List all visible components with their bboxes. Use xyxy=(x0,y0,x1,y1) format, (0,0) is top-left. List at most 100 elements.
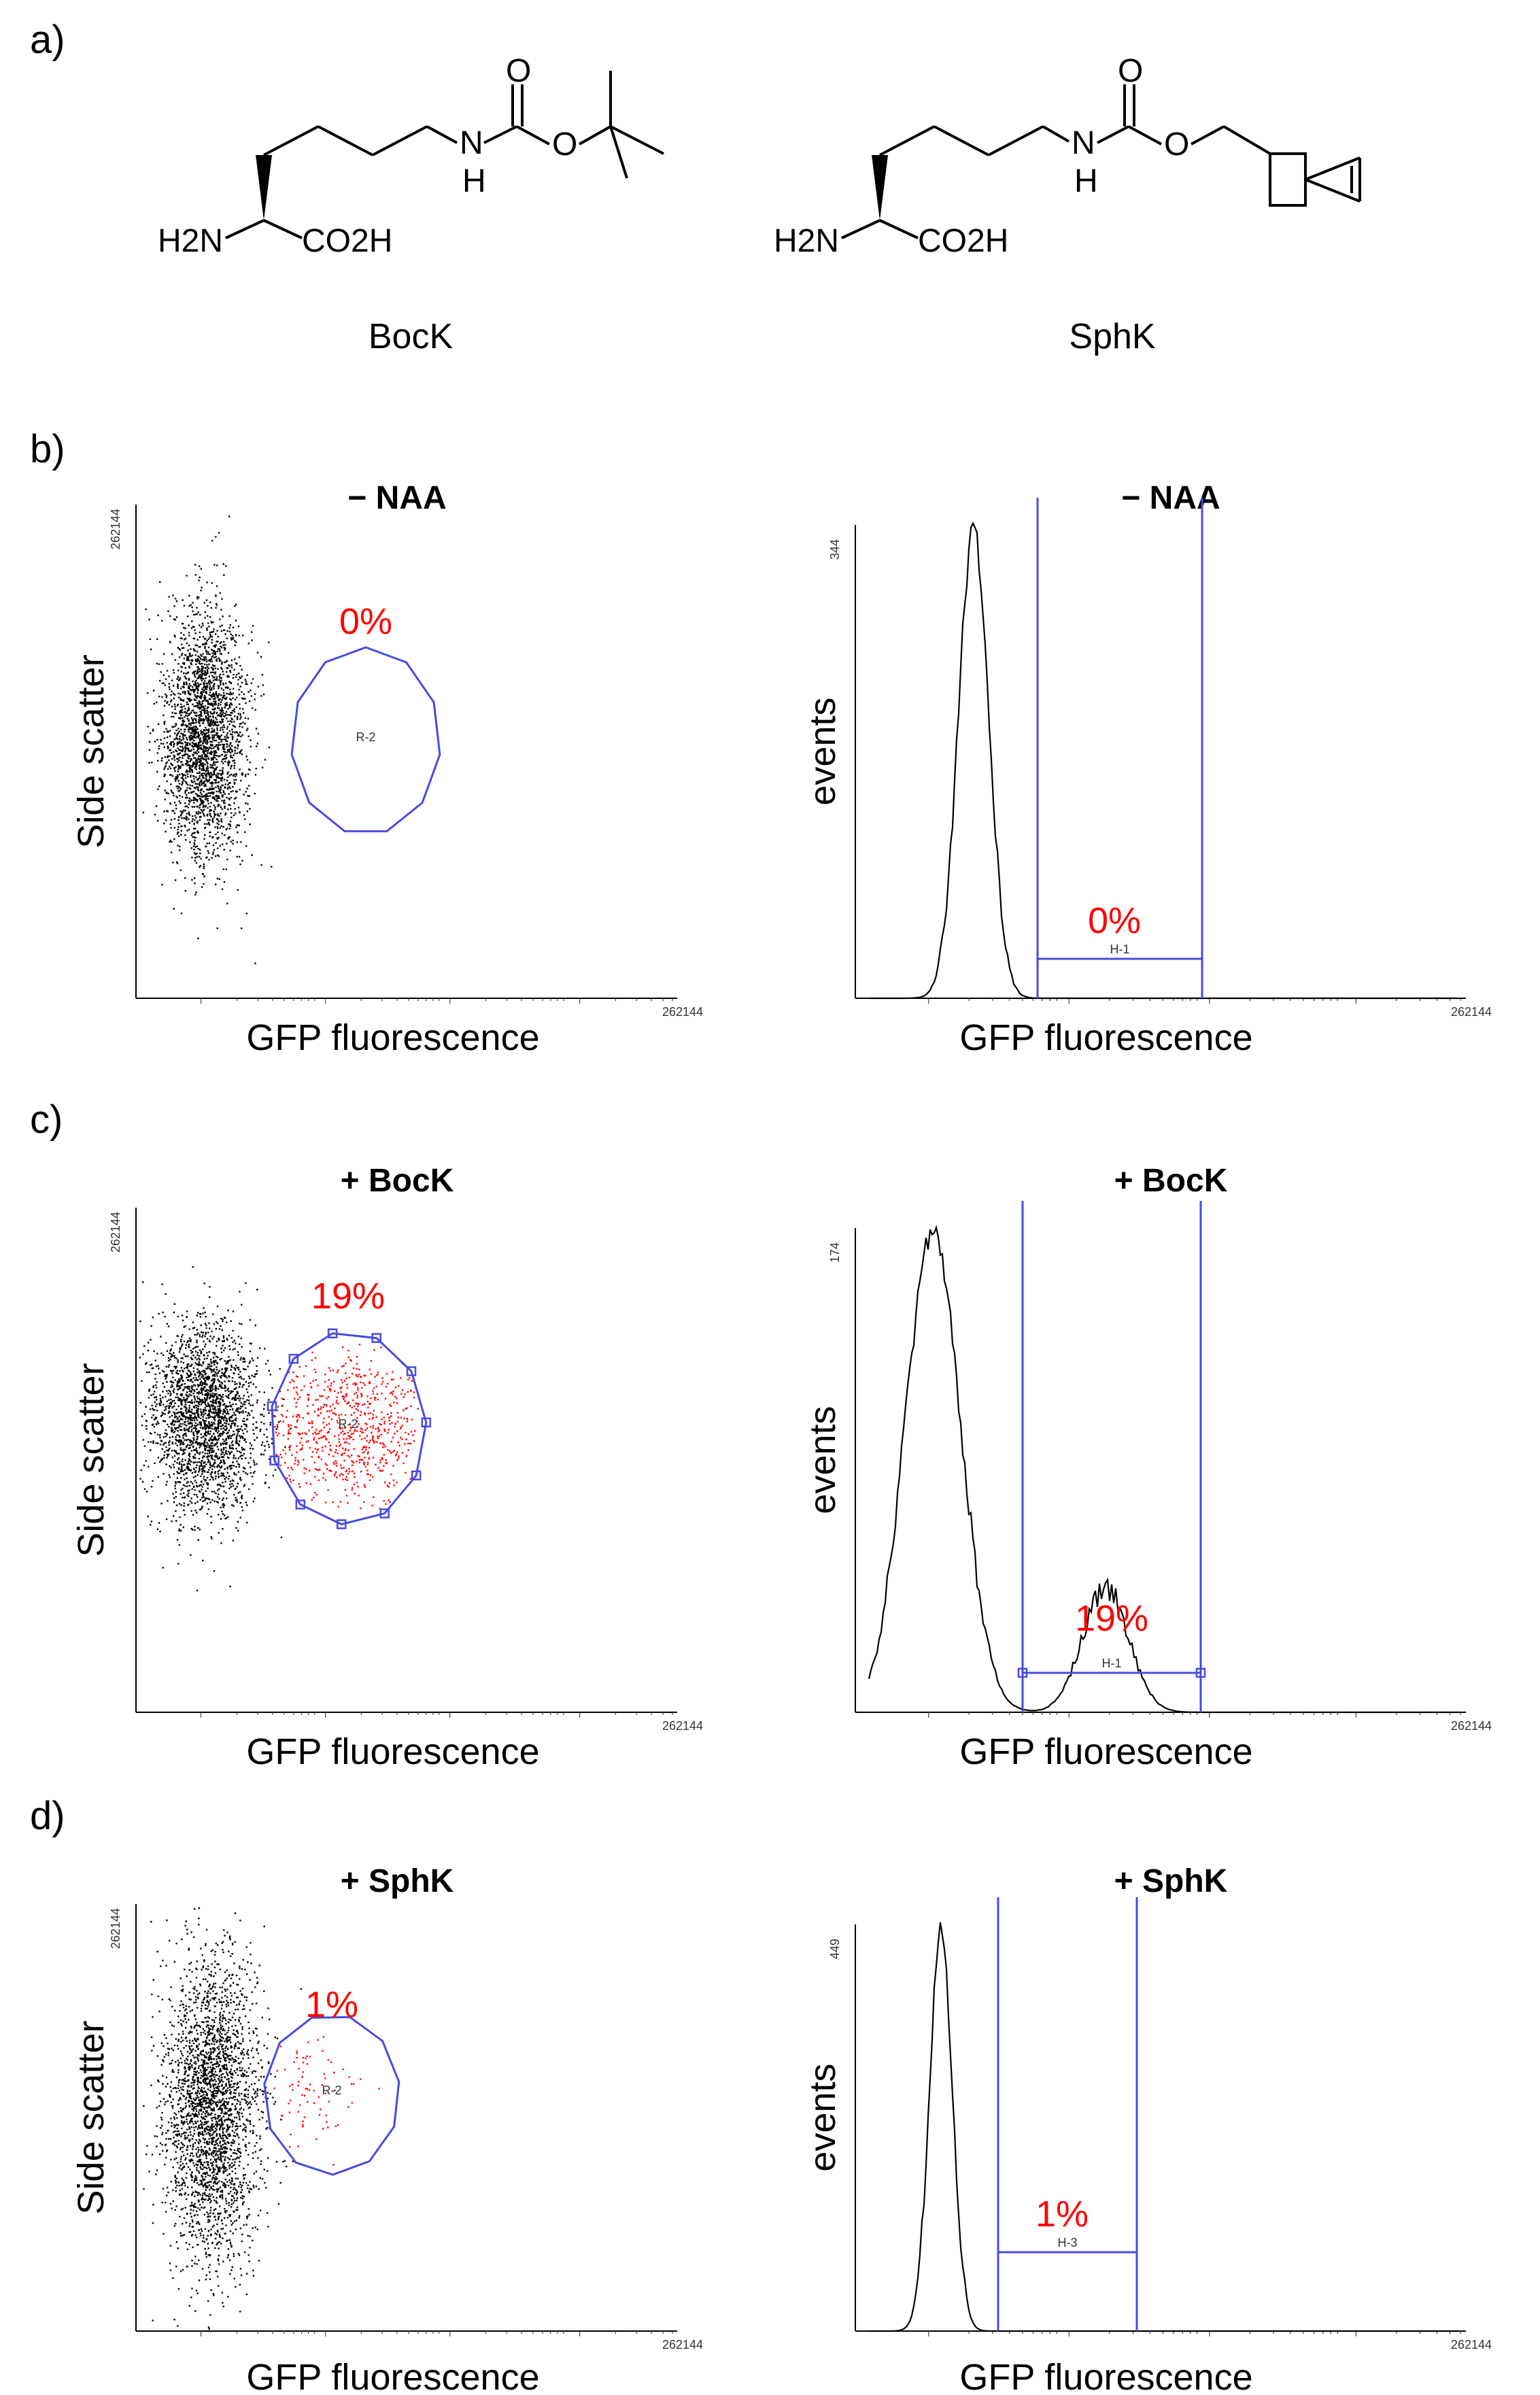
y-axis-title: Side scatter xyxy=(71,654,112,848)
histogram-curve xyxy=(868,1225,1458,1714)
gate-polygon xyxy=(290,646,441,832)
gate-vertex-handle xyxy=(269,1455,279,1466)
bond-chain-3 xyxy=(988,125,1044,156)
x-axis-title: GFP fluorescence xyxy=(246,1731,539,1772)
scatter-events-positive xyxy=(274,1344,425,1510)
bond-chain-3 xyxy=(372,125,428,156)
sphk-carbonyl-o-label: O xyxy=(1118,53,1143,89)
gate-percent: 1% xyxy=(1036,2194,1089,2235)
bond-n-c xyxy=(483,125,517,144)
bond-alpha-acid xyxy=(263,219,303,239)
condition-title: + BocK xyxy=(1114,1163,1228,1199)
y-max-tick-label: 262144 xyxy=(109,1908,122,1949)
y-max-tick-label: 449 xyxy=(828,1939,842,1959)
stereo-wedge xyxy=(256,155,272,220)
bond-tbu-3 xyxy=(609,126,628,179)
scatter-events-negative xyxy=(142,515,273,964)
gate-percent: 0% xyxy=(1088,900,1141,941)
bond-o-ch2 xyxy=(1191,125,1225,146)
bond-n-c xyxy=(1097,125,1129,144)
panel-label-d: d) xyxy=(30,1794,65,1838)
y-axis-title: Side scatter xyxy=(71,2020,112,2214)
x-axis-title: GFP fluorescence xyxy=(246,1017,539,1058)
bond-chain-2 xyxy=(934,125,989,156)
scatter-events-negative xyxy=(139,1266,292,1592)
histogram-plot: 262144 174 + BocK H-1 19% GFP fluorescence eve… xyxy=(802,1163,1492,1772)
gate-vertex-handle xyxy=(288,1353,299,1364)
stereo-wedge xyxy=(872,155,888,220)
sphk-name: SphK xyxy=(1069,317,1156,356)
x-max-tick-label: 262144 xyxy=(1451,2338,1492,2351)
flow-cytometry-plots: 262144 262144 − NAA R-2 0% GFP fluorescence Si… xyxy=(71,480,1492,2395)
x-axis-title: GFP fluorescence xyxy=(959,1731,1252,1772)
scatter-plot: 262144 262144 + SphK R-2 1% GFP fluorescence S… xyxy=(71,1863,703,2395)
bond-chain-n xyxy=(1042,125,1070,143)
sphk-amine-label: H2N xyxy=(774,223,839,259)
molecule-sphk xyxy=(841,84,1361,239)
condition-title: + BocK xyxy=(341,1163,454,1199)
y-max-tick-label: 174 xyxy=(828,1242,842,1263)
x-axis-title: GFP fluorescence xyxy=(959,2357,1252,2395)
gate-handle-left xyxy=(1017,1667,1028,1678)
molecule-bock xyxy=(225,71,664,239)
bock-amine-label: H2N xyxy=(158,223,223,259)
condition-title: + SphK xyxy=(341,1863,454,1899)
x-max-tick-label: 262144 xyxy=(1451,1719,1492,1733)
gate-vertex-handle xyxy=(371,1333,381,1343)
gate-vertex-handle xyxy=(379,1508,390,1518)
y-axis-title: events xyxy=(802,1406,843,1514)
bock-carbonyl-o-label: O xyxy=(506,53,531,89)
gate-vertex-handle xyxy=(421,1417,432,1428)
bock-nh-h-label: H xyxy=(462,163,486,199)
row-3: 262144 262144 + SphK R-2 1% GFP fluorescence S… xyxy=(71,1863,1492,2395)
y-axis-title: events xyxy=(802,2063,843,2171)
bond-chain-1 xyxy=(879,125,935,156)
histogram-curve xyxy=(869,521,1458,1000)
bond-ch2-ring xyxy=(1222,125,1271,155)
gate-handle-right xyxy=(1195,1667,1206,1678)
gate-vertex-handle xyxy=(327,1328,338,1339)
gate-vertex-handle xyxy=(267,1401,277,1412)
gate-vertex-handle xyxy=(336,1519,347,1529)
row-1: 262144 262144 − NAA R-2 0% GFP fluorescence Si… xyxy=(71,480,1492,1058)
gate-label: H-1 xyxy=(1110,942,1129,956)
histogram-plot: 262144 344 − NAA H-10% GFP fluorescence event… xyxy=(802,480,1492,1058)
bock-ester-o-label: O xyxy=(552,126,577,163)
panel-label-b: b) xyxy=(30,427,65,471)
condition-title: + SphK xyxy=(1114,1863,1228,1899)
bock-acid-label: CO2H xyxy=(302,223,392,259)
sphk-ester-o-label: O xyxy=(1164,126,1189,163)
cyclobutane-ring xyxy=(1269,152,1307,207)
gate-percent: 0% xyxy=(339,601,392,642)
bond-alpha-amine xyxy=(225,219,264,239)
bond-c-o xyxy=(516,125,550,146)
molecule-bock-labels: H2N CO2H N H O O BocK xyxy=(158,53,577,356)
x-max-tick-label: 262144 xyxy=(1451,1005,1492,1019)
cyclopropene-bond-1 xyxy=(1305,156,1361,181)
cyclopropene-bond-2 xyxy=(1305,178,1361,203)
bond-chain-2 xyxy=(318,125,373,156)
y-max-tick-label: 262144 xyxy=(109,509,122,549)
bock-n-label: N xyxy=(460,125,483,161)
bond-c-o xyxy=(1128,125,1162,146)
bond-alpha-amine xyxy=(841,219,880,239)
gate-vertex-handle xyxy=(406,1366,417,1376)
gate-polygon xyxy=(263,2016,400,2176)
panel-label-a: a) xyxy=(30,18,65,62)
bond-chain-n xyxy=(426,125,458,144)
x-max-tick-label: 262144 xyxy=(662,1005,703,1019)
gate-label: R-2 xyxy=(322,2084,341,2097)
y-axis-title: Side scatter xyxy=(71,1363,112,1557)
histogram-plot: 262144 449 + SphK H-31% GFP fluorescence even… xyxy=(802,1863,1492,2395)
bond-chain-1 xyxy=(263,125,319,156)
sphk-n-label: N xyxy=(1072,125,1095,161)
gate-label: R-2 xyxy=(356,730,375,744)
y-max-tick-label: 262144 xyxy=(109,1212,122,1253)
gate-polygon xyxy=(271,1332,428,1526)
gate-percent: 1% xyxy=(305,1984,358,2025)
sphk-acid-label: CO2H xyxy=(918,223,1008,259)
x-axis-title: GFP fluorescence xyxy=(959,1017,1252,1058)
scatter-plot: 262144 262144 + BocK R-2 19% GFP fluorescence… xyxy=(71,1163,703,1772)
gate-label: H-1 xyxy=(1101,1657,1121,1670)
